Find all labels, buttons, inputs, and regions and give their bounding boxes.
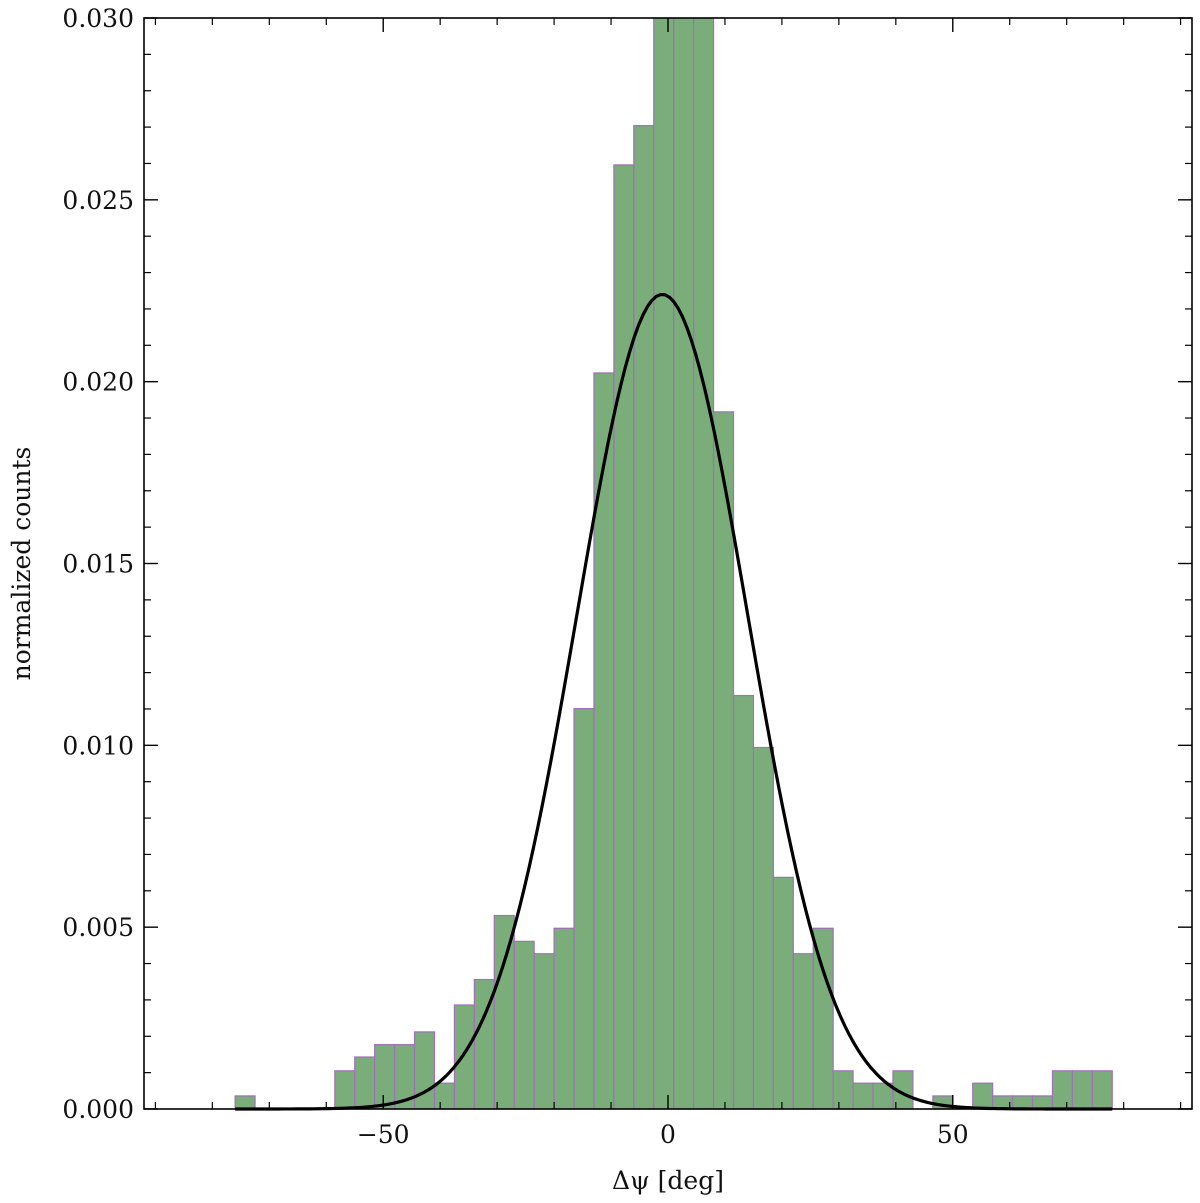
histogram-bar: [752, 746, 774, 1109]
histogram-bar: [573, 708, 595, 1109]
y-tick-label: 0.030: [62, 4, 134, 33]
x-tick-label: 50: [937, 1120, 969, 1149]
histogram-bar: [593, 372, 615, 1109]
fit-curve-layer: [235, 292, 1113, 1111]
y-tick-label: 0.005: [62, 913, 134, 942]
ticks-layer: −50 0 50 0.000 0.005 0.010 0.015 0.020 0.025 0.03…: [62, 4, 1192, 1149]
histogram-bar: [553, 927, 575, 1109]
y-tick-label: 0.020: [62, 368, 134, 397]
histogram-bar: [613, 164, 635, 1109]
histogram-bar: [1051, 1070, 1073, 1109]
histogram-bar: [513, 940, 535, 1109]
histogram-bar: [1031, 1095, 1054, 1109]
histogram-bar: [972, 1082, 994, 1109]
histogram-bar: [852, 1082, 874, 1109]
y-tick-label: 0.025: [62, 186, 134, 215]
histogram-bar: [374, 1044, 396, 1109]
histogram-bar: [792, 953, 814, 1109]
bars-layer: [234, 18, 1113, 1109]
histogram-bar: [234, 1095, 256, 1109]
y-tick-label: 0.000: [62, 1095, 134, 1124]
histogram-bar: [533, 953, 555, 1109]
histogram-bar: [453, 1004, 475, 1109]
y-axis-title: normalized counts: [7, 447, 36, 681]
histogram-bar: [493, 914, 515, 1109]
gaussian-fit-line: [235, 292, 1113, 1111]
y-tick-label: 0.015: [62, 550, 134, 579]
histogram-bar: [673, 18, 695, 1109]
histogram-bar: [1011, 1095, 1034, 1109]
histogram-bar: [413, 1031, 436, 1109]
histogram-bar: [1091, 1070, 1113, 1109]
histogram-bar: [653, 18, 675, 1109]
histogram-bar: [1071, 1070, 1093, 1109]
histogram-bar: [812, 927, 834, 1109]
x-tick-label: −50: [357, 1120, 410, 1149]
histogram-bar: [772, 876, 794, 1109]
histogram-bar: [693, 18, 715, 1109]
x-axis-title: Δψ [deg]: [612, 1166, 724, 1195]
histogram-bar: [832, 1070, 854, 1109]
histogram-bar: [633, 125, 655, 1109]
histogram-bar: [433, 1082, 456, 1109]
y-tick-label: 0.010: [62, 731, 134, 760]
histogram-bar: [354, 1056, 376, 1109]
histogram-bar: [334, 1070, 356, 1109]
x-tick-label: 0: [660, 1120, 676, 1149]
histogram-bar: [732, 694, 755, 1109]
